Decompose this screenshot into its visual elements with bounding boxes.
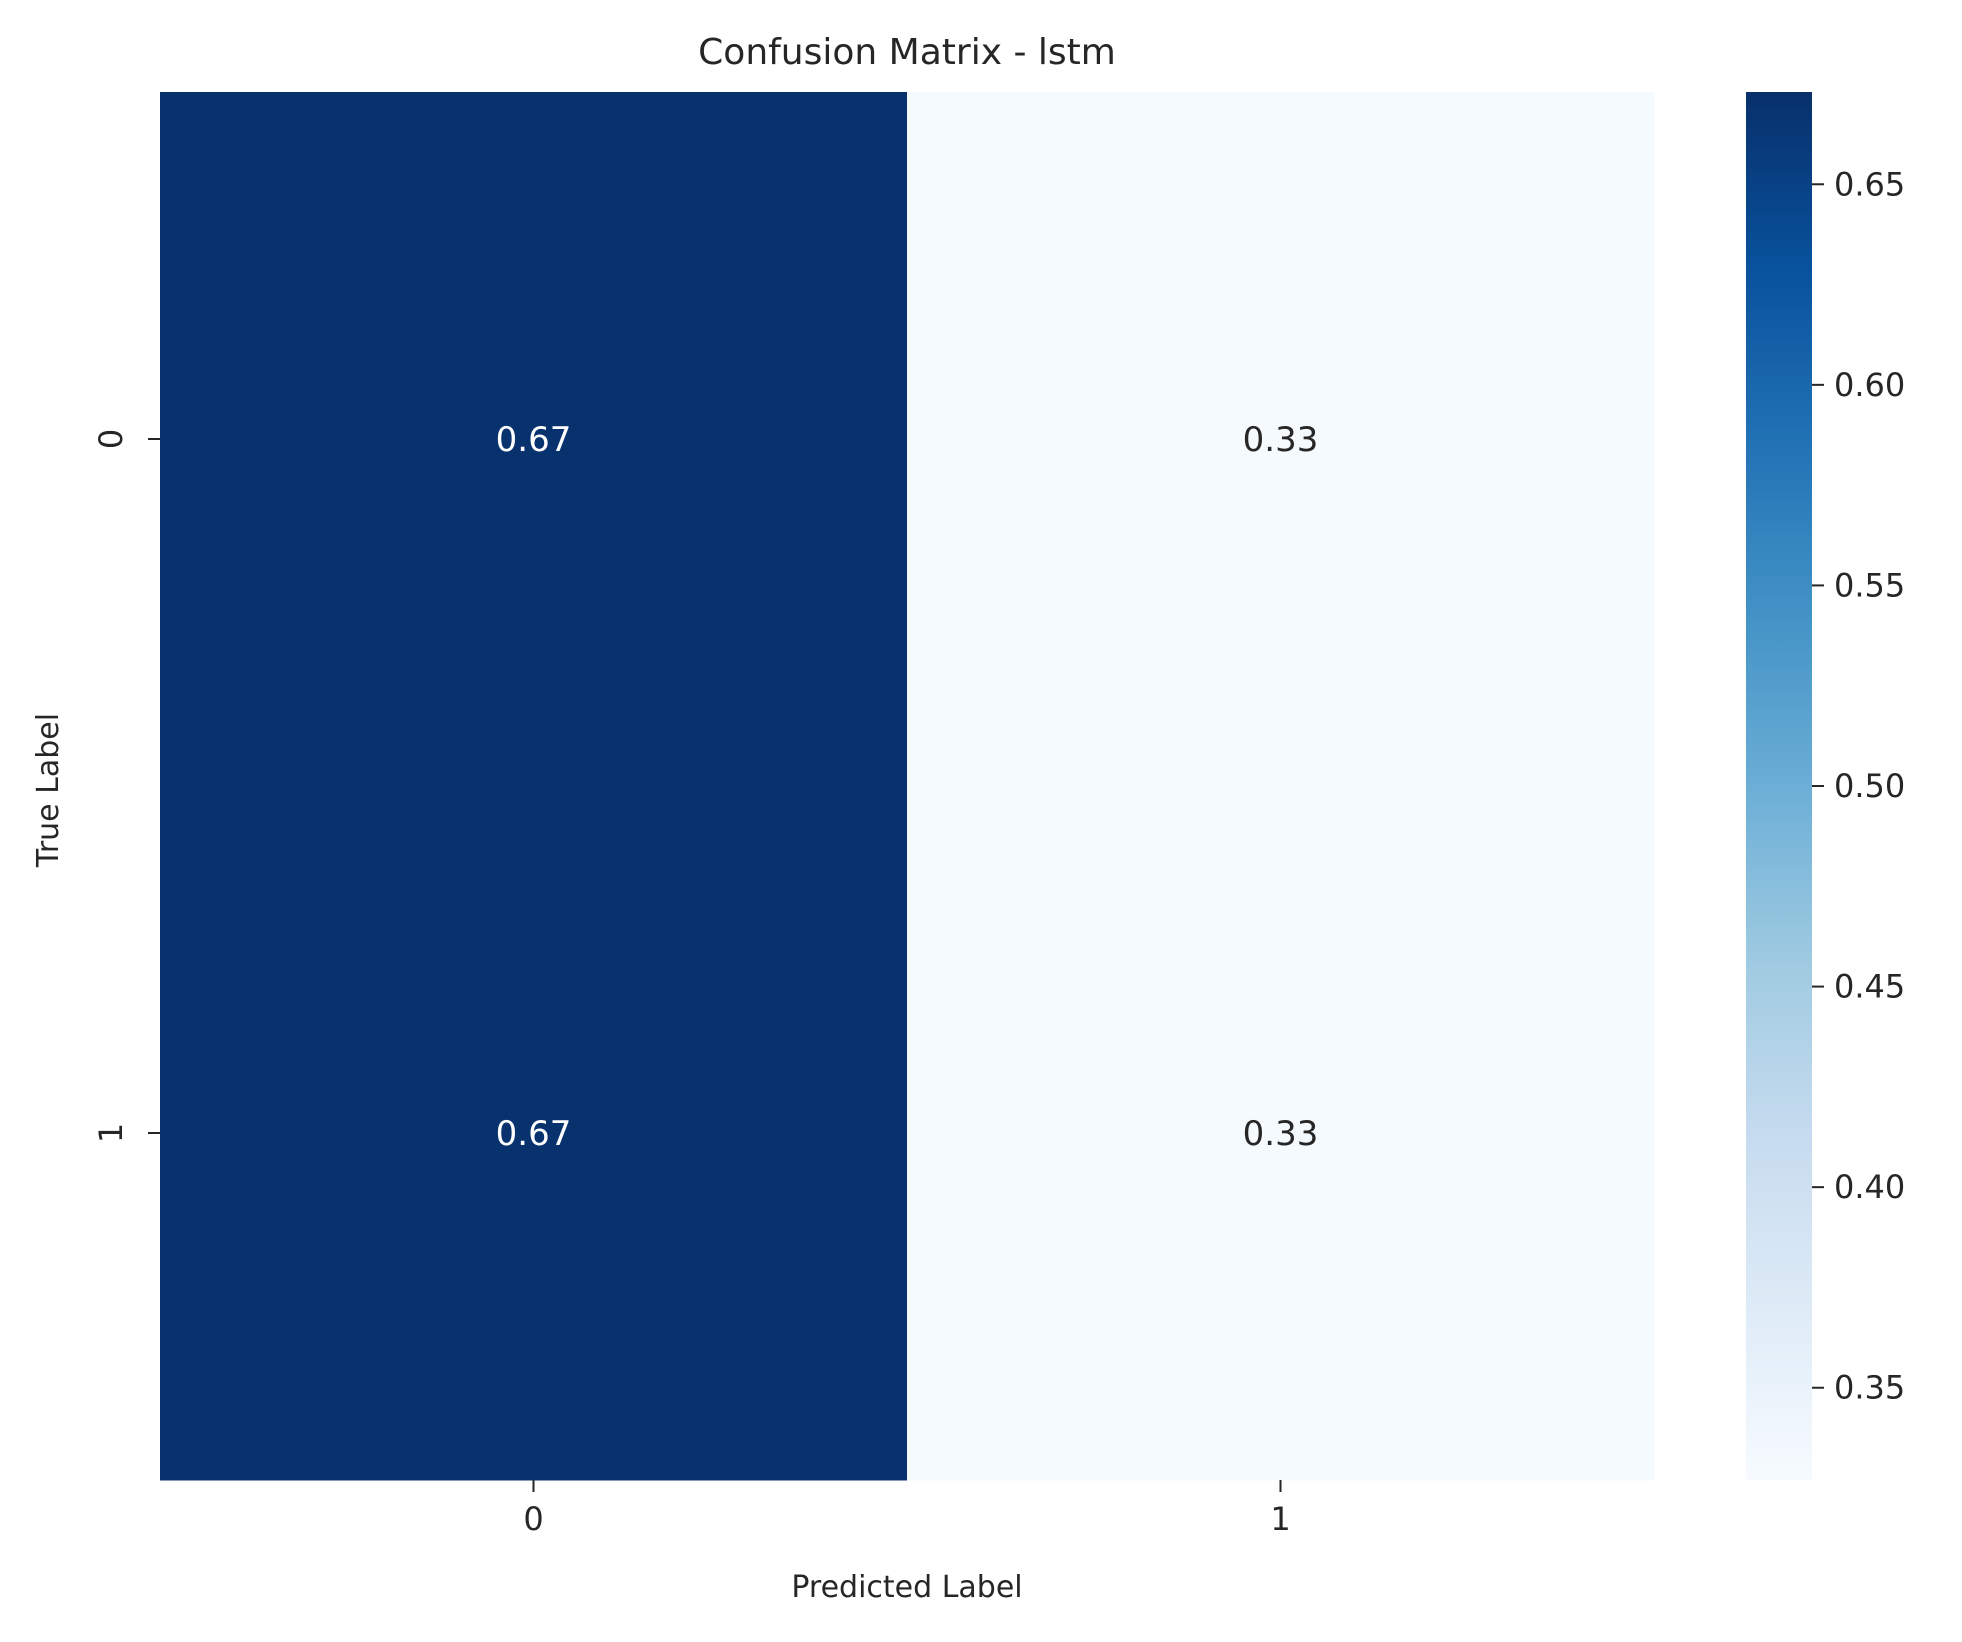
- y-axis-label: True Label: [31, 713, 66, 868]
- colorbar-tick-label-2: 0.45: [1834, 968, 1905, 1006]
- chart-title: Confusion Matrix - lstm: [698, 32, 1116, 73]
- colorbar: 0.35 0.40 0.45 0.50 0.55 0.60 0.65: [1746, 92, 1905, 1480]
- heatmap-cell-labels: 0.67 0.33 0.67 0.33: [496, 420, 1319, 1154]
- x-tick-label-0: 0: [523, 1500, 543, 1538]
- heatmap-cell-r0-c1: [907, 92, 1655, 787]
- colorbar-tick-label-6: 0.65: [1834, 165, 1905, 203]
- y-tick-label-1: 1: [92, 1123, 130, 1143]
- heatmap-cells: [160, 92, 1655, 1481]
- y-tick-label-0: 0: [92, 429, 130, 449]
- colorbar-tick-label-5: 0.60: [1834, 366, 1905, 404]
- colorbar-tick-label-3: 0.50: [1834, 767, 1905, 805]
- y-axis: 01: [92, 429, 160, 1143]
- colorbar-tick-label-4: 0.55: [1834, 566, 1905, 604]
- colorbar-tick-label-1: 0.40: [1834, 1168, 1905, 1206]
- cell-value-label-r1-c1: 0.33: [1243, 1114, 1319, 1154]
- heatmap-cell-r1-c1: [907, 786, 1655, 1481]
- x-tick-label-1: 1: [1270, 1500, 1290, 1538]
- colorbar-tick-label-0: 0.35: [1834, 1369, 1905, 1407]
- colorbar-gradient: [1746, 92, 1812, 1480]
- heatmap-cell-r0-c0: [160, 92, 908, 787]
- colorbar-ticks: 0.35 0.40 0.45 0.50 0.55 0.60 0.65: [1812, 165, 1905, 1407]
- cell-value-label-r0-c0: 0.67: [496, 420, 572, 460]
- x-axis-label: Predicted Label: [791, 1570, 1022, 1605]
- heatmap-cell-r1-c0: [160, 786, 908, 1481]
- cell-value-label-r0-c1: 0.33: [1243, 420, 1319, 460]
- cell-value-label-r1-c0: 0.67: [496, 1114, 572, 1154]
